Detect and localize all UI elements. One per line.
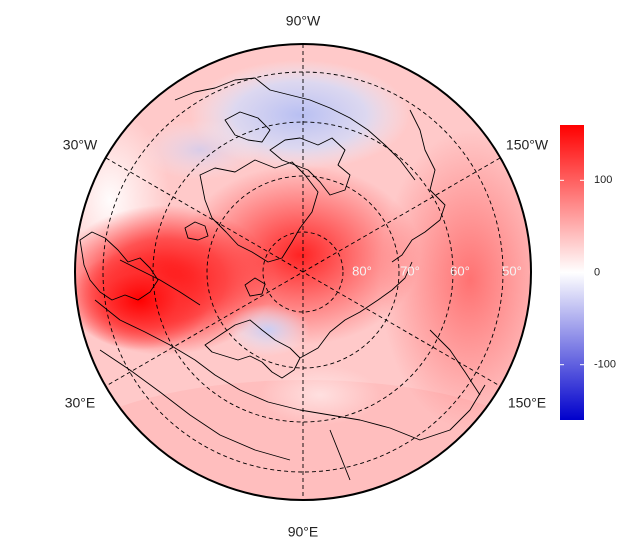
scandinavia-coast [204, 319, 301, 379]
eurasia-interior-lines [94, 259, 486, 481]
colorbar: 100 0 -100 [560, 125, 616, 420]
alaska-coast [391, 109, 446, 263]
graticule [102, 44, 504, 500]
lon-label-150e: 150°E [508, 395, 546, 411]
greenland-coast [199, 159, 319, 263]
colorbar-tick-label: -100 [594, 359, 616, 371]
canadian-archipelago-coast [269, 137, 351, 196]
parallel-60 [152, 121, 454, 423]
russia-arctic-coast [299, 261, 413, 359]
lon-label-90w: 90°W [286, 13, 321, 29]
lat-label-70: 70° [400, 263, 420, 278]
north-america-coast [174, 77, 416, 181]
lon-label-150w: 150°W [506, 137, 549, 153]
lon-label-30w: 30°W [63, 137, 98, 153]
parallel-50 [102, 71, 504, 473]
svalbard-coast [244, 277, 266, 297]
map-boundary [74, 43, 532, 501]
lat-label-50: 50° [502, 263, 522, 278]
meridian-150w-30e [105, 157, 501, 387]
colorbar-tick-label: 100 [594, 174, 612, 186]
colorbar-tick-label: 0 [594, 266, 600, 278]
lon-label-90e: 90°E [288, 524, 319, 540]
iceland-coast [184, 221, 209, 241]
lat-label-80: 80° [352, 263, 372, 278]
lat-label-60: 60° [450, 263, 470, 278]
baffin-island-coast [224, 111, 271, 143]
parallel-80 [262, 231, 344, 313]
lon-label-30e: 30°E [65, 395, 96, 411]
